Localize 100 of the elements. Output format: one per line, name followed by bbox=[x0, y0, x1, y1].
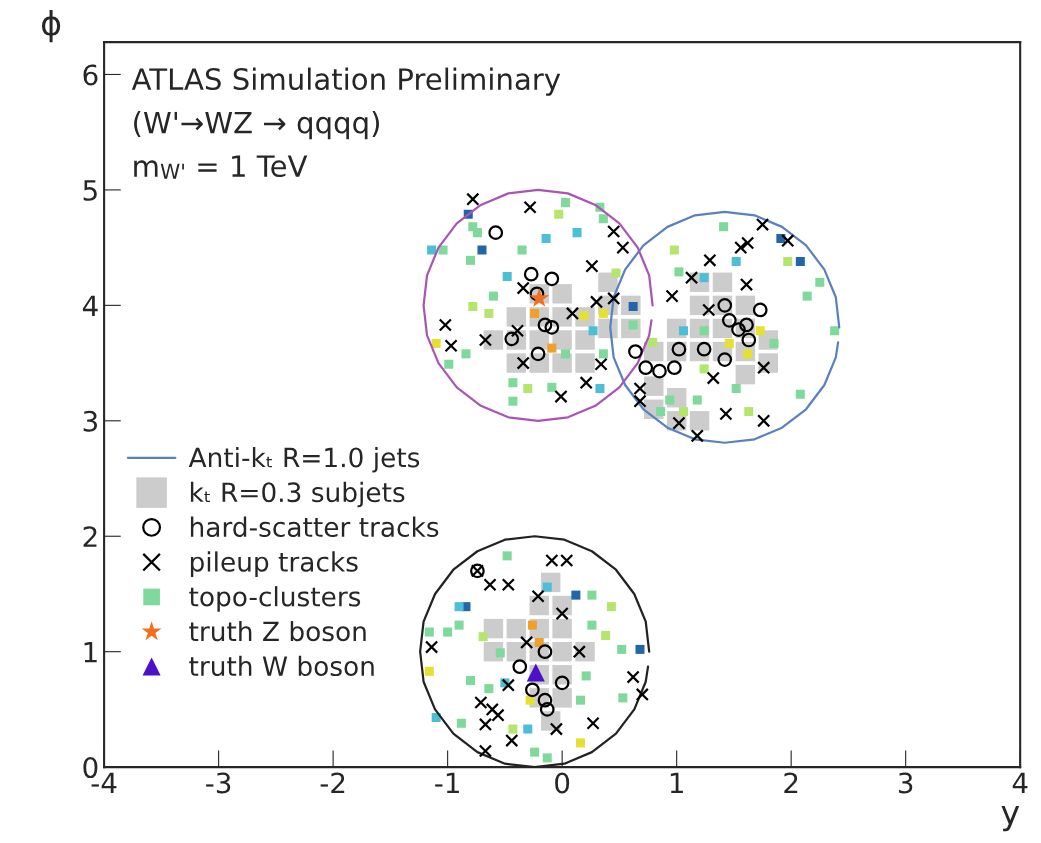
point bbox=[689, 411, 710, 431]
y-tick-label: 3 bbox=[83, 410, 98, 432]
point bbox=[554, 389, 568, 404]
point bbox=[552, 284, 572, 304]
point bbox=[537, 317, 553, 333]
point bbox=[752, 302, 768, 318]
point bbox=[485, 702, 499, 717]
point bbox=[537, 692, 553, 708]
point bbox=[444, 339, 458, 353]
legend-label: truth Z boson bbox=[189, 620, 366, 642]
legend-label: kₜ R=0.3 subjets bbox=[190, 481, 405, 508]
x-tick-label: -3 bbox=[206, 772, 231, 794]
y-axis-title: ϕ bbox=[41, 9, 61, 43]
point bbox=[466, 192, 480, 206]
point bbox=[516, 281, 530, 295]
point bbox=[665, 289, 679, 303]
point bbox=[633, 394, 647, 408]
point bbox=[635, 687, 649, 702]
x-axis-title: y bbox=[1001, 805, 1020, 832]
point bbox=[544, 319, 560, 335]
point bbox=[506, 618, 527, 639]
point bbox=[735, 364, 756, 385]
x-tick-label: -1 bbox=[435, 772, 459, 794]
point bbox=[555, 606, 569, 621]
x-tick-label: 0 bbox=[555, 772, 570, 794]
y-tick-label: 4 bbox=[82, 295, 98, 316]
point bbox=[510, 324, 525, 338]
point bbox=[757, 414, 771, 428]
point bbox=[424, 640, 439, 654]
point bbox=[478, 744, 493, 758]
point bbox=[519, 635, 534, 650]
point bbox=[491, 708, 505, 722]
point bbox=[530, 346, 546, 362]
x-tick-label: 2 bbox=[784, 772, 798, 794]
point bbox=[438, 318, 453, 332]
point bbox=[638, 360, 654, 376]
point bbox=[607, 224, 621, 239]
point bbox=[667, 360, 682, 376]
point bbox=[474, 695, 488, 710]
point bbox=[690, 429, 704, 443]
point bbox=[712, 272, 733, 292]
point bbox=[735, 295, 756, 316]
point bbox=[552, 688, 572, 708]
x-tick-label: 4 bbox=[1012, 772, 1028, 794]
point bbox=[741, 332, 757, 348]
point bbox=[552, 641, 572, 662]
point bbox=[539, 702, 555, 717]
legend-label: truth W boson bbox=[189, 655, 374, 677]
point bbox=[554, 675, 570, 691]
point bbox=[505, 733, 519, 748]
point bbox=[478, 717, 493, 732]
point bbox=[501, 578, 515, 592]
point bbox=[585, 259, 599, 273]
point bbox=[549, 722, 564, 736]
point bbox=[575, 330, 595, 350]
legend-label: hard-scatter tracks bbox=[190, 516, 439, 538]
point bbox=[594, 357, 608, 371]
point bbox=[552, 618, 572, 639]
point bbox=[781, 234, 795, 248]
annotation: ATLAS Simulation Preliminary bbox=[131, 67, 561, 96]
point bbox=[523, 266, 539, 282]
point bbox=[703, 253, 717, 267]
point bbox=[544, 271, 560, 287]
point bbox=[755, 217, 770, 232]
point bbox=[501, 678, 515, 692]
point bbox=[488, 225, 504, 240]
point bbox=[652, 363, 667, 379]
y-tick-label: 6 bbox=[83, 64, 98, 86]
point bbox=[633, 381, 647, 396]
point bbox=[734, 240, 748, 255]
x-tick-label: 1 bbox=[670, 772, 683, 794]
point bbox=[626, 670, 640, 684]
point bbox=[684, 270, 699, 285]
point bbox=[719, 407, 733, 421]
legend-label: pileup tracks bbox=[190, 551, 358, 577]
point bbox=[586, 716, 600, 730]
point bbox=[506, 307, 527, 327]
point bbox=[504, 331, 520, 347]
point bbox=[478, 333, 493, 347]
point bbox=[628, 344, 643, 359]
point bbox=[537, 644, 553, 660]
point bbox=[531, 589, 545, 603]
legend-label: Anti-kₜ R=1.0 jets bbox=[188, 447, 420, 473]
point bbox=[739, 277, 754, 292]
point bbox=[740, 236, 755, 250]
point bbox=[565, 306, 580, 321]
x-tick-label: -2 bbox=[320, 772, 345, 794]
point bbox=[575, 353, 595, 373]
legend-label: topo-clusters bbox=[189, 586, 361, 612]
annotation: (W'→WZ → qqqq) bbox=[134, 111, 379, 140]
point bbox=[579, 376, 593, 390]
point bbox=[616, 240, 630, 255]
point bbox=[702, 303, 716, 317]
point bbox=[644, 376, 664, 396]
y-tick-label: 1 bbox=[84, 641, 97, 663]
point bbox=[589, 295, 604, 309]
point bbox=[483, 578, 497, 592]
point bbox=[526, 663, 545, 682]
x-tick-label: 3 bbox=[898, 772, 913, 794]
point bbox=[523, 200, 537, 214]
